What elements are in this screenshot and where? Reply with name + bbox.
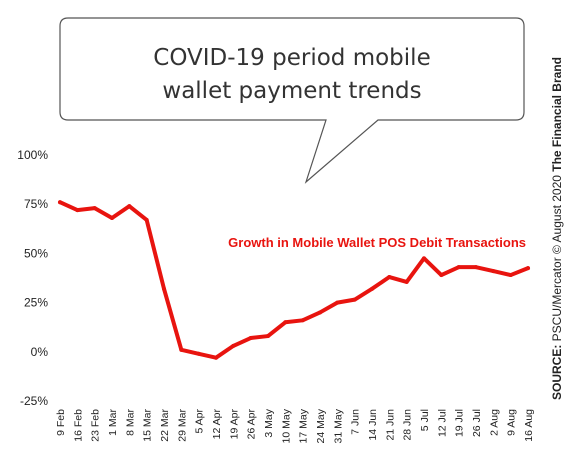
data-point [110, 215, 114, 220]
data-point [127, 204, 132, 209]
legend-series-label: Growth in Mobile Wallet POS Debit Transa… [228, 235, 526, 250]
data-point [508, 273, 513, 278]
x-tick-label: 8 Mar [124, 409, 136, 436]
x-tick-label: 26 Jul [471, 409, 483, 437]
source-text: PSCU/Mercator © August 2020 [550, 172, 564, 345]
x-axis: 9 Feb 16 Feb 23 Feb 1 Mar 8 Mar 15 Mar 22 Mar 2… [55, 408, 535, 443]
data-point [231, 343, 236, 348]
y-tick-label: 25% [24, 296, 48, 310]
x-tick-label: 16 Feb [72, 409, 84, 442]
x-tick-label: 9 Aug [506, 409, 518, 436]
data-point [162, 286, 166, 291]
data-point [214, 355, 218, 360]
x-tick-label: 1 Mar [107, 409, 119, 436]
data-point [352, 297, 357, 302]
y-tick-label: 75% [24, 197, 48, 211]
data-point [474, 265, 478, 270]
x-tick-label: 28 Jun [402, 409, 414, 441]
x-tick-label: 7 Jun [350, 409, 362, 435]
series-layer [58, 200, 530, 360]
speech-bubble-shape [59, 17, 525, 184]
data-point [300, 318, 305, 323]
y-axis: 100% 75% 50% 25% 0% -25% [17, 148, 48, 408]
chart-title-line-1: COVID-19 period mobile [153, 45, 430, 71]
y-tick-label: 50% [24, 246, 48, 260]
x-tick-label: 12 Apr [211, 408, 223, 439]
speech-bubble: COVID-19 period mobile wallet payment tr… [59, 17, 525, 184]
data-point [370, 286, 374, 291]
x-tick-label: 31 May [332, 408, 344, 443]
x-tick-label: 10 May [280, 408, 292, 443]
data-point [58, 200, 62, 205]
data-point [526, 266, 530, 271]
x-tick-label: 12 Jul [436, 409, 448, 437]
data-point [144, 217, 149, 222]
x-tick-label: 22 Mar [159, 409, 171, 442]
x-tick-label: 15 Mar [142, 409, 154, 442]
data-point [75, 208, 80, 213]
data-point [335, 300, 340, 305]
data-point [283, 320, 288, 325]
x-tick-label: 5 Apr [194, 409, 206, 434]
x-tick-label: 3 May [263, 408, 275, 437]
data-point [404, 279, 409, 284]
source-brand: The Financial Brand [550, 57, 564, 172]
data-point [422, 256, 426, 261]
source-label: SOURCE: [550, 345, 564, 400]
x-tick-label: 17 May [298, 408, 310, 443]
x-tick-label: 19 Apr [228, 408, 240, 439]
y-tick-label: 100% [17, 148, 48, 162]
data-point [196, 351, 201, 356]
x-tick-label: 14 Jun [367, 409, 379, 441]
x-tick-label: 23 Feb [90, 409, 102, 442]
x-tick-label: 26 Apr [246, 408, 258, 439]
data-point [248, 336, 253, 341]
source-credit: SOURCE: PSCU/Mercator © August 2020 The … [550, 57, 564, 400]
data-point [387, 275, 392, 280]
x-tick-label: 2 Aug [488, 409, 500, 436]
x-tick-label: 19 Jul [454, 409, 466, 437]
chart-title-line-2: wallet payment trends [162, 78, 421, 104]
data-point [266, 334, 270, 339]
data-point [491, 269, 496, 274]
x-tick-label: 5 Jul [419, 409, 431, 431]
data-point [179, 347, 184, 352]
series-line [58, 200, 530, 360]
x-tick-label: 24 May [315, 408, 327, 443]
x-tick-label: 29 Mar [176, 409, 188, 442]
x-tick-label: 21 Jun [384, 409, 396, 441]
data-point [318, 310, 322, 315]
data-point [439, 273, 444, 278]
y-tick-label: 0% [31, 345, 49, 359]
x-tick-label: 16 Aug [523, 409, 535, 442]
data-point [456, 265, 461, 270]
x-tick-label: 9 Feb [55, 409, 67, 436]
data-point [92, 206, 97, 211]
y-tick-label: -25% [20, 394, 48, 408]
